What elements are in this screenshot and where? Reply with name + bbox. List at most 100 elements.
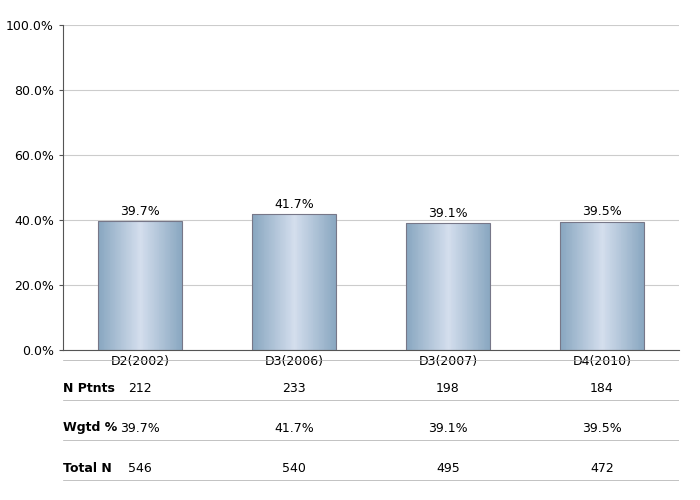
Bar [149,221,150,350]
Bar [164,221,165,350]
Text: Wgtd %: Wgtd % [63,422,118,434]
Bar [466,223,467,350]
Bar [487,223,488,350]
Bar [612,222,613,350]
Bar [259,214,260,350]
Bar [304,214,305,350]
Bar [144,221,145,350]
Bar [109,221,111,350]
Bar [325,214,326,350]
Bar [425,223,426,350]
Bar [607,222,608,350]
Bar [117,221,118,350]
Bar [334,214,335,350]
Bar [642,222,643,350]
Bar [448,223,449,350]
Bar [637,222,638,350]
Bar [586,222,587,350]
Bar [100,221,101,350]
Bar [619,222,620,350]
Bar [159,221,160,350]
Bar [174,221,175,350]
Bar [563,222,564,350]
Bar [469,223,470,350]
Bar [335,214,337,350]
Bar [578,222,579,350]
Bar [561,222,562,350]
Bar [141,221,143,350]
Bar [640,222,641,350]
Bar [470,223,471,350]
Bar [302,214,303,350]
Bar [288,214,289,350]
Bar [318,214,319,350]
Bar [145,221,146,350]
Bar [439,223,440,350]
Bar [140,221,141,350]
Bar [261,214,262,350]
Bar [483,223,484,350]
Bar [147,221,148,350]
Bar [102,221,103,350]
Bar [277,214,278,350]
Bar [101,221,102,350]
Text: 39.5%: 39.5% [582,422,622,434]
Bar [424,223,425,350]
Text: 212: 212 [128,382,152,394]
Bar [436,223,437,350]
Bar [464,223,465,350]
Bar [580,222,581,350]
Bar [321,214,322,350]
Bar [265,214,266,350]
Bar [598,222,599,350]
Bar [155,221,156,350]
Bar [621,222,622,350]
Bar [614,222,615,350]
Bar [273,214,274,350]
Bar [560,222,561,350]
Bar [421,223,423,350]
Bar [599,222,601,350]
Bar [253,214,254,350]
Bar [112,221,113,350]
Bar [597,222,598,350]
Bar [605,222,606,350]
Bar [427,223,428,350]
Bar [136,221,137,350]
Bar [310,214,311,350]
Bar [458,223,459,350]
Bar [608,222,609,350]
Bar [441,223,442,350]
Bar [287,214,288,350]
Bar [443,223,444,350]
Bar [615,222,617,350]
Bar [275,214,276,350]
Bar [289,214,290,350]
Bar [106,221,107,350]
Bar [412,223,413,350]
Bar [161,221,162,350]
Bar [416,223,417,350]
Bar [622,222,623,350]
Bar [590,222,591,350]
Bar [303,214,304,350]
Bar [156,221,157,350]
Bar [603,222,605,350]
Bar [417,223,419,350]
Bar [269,214,270,350]
Bar [333,214,334,350]
Text: 41.7%: 41.7% [274,198,314,211]
Bar [316,214,317,350]
Bar [329,214,330,350]
Bar [593,222,594,350]
Bar [564,222,565,350]
Bar [252,214,336,350]
Bar [122,221,123,350]
Bar [456,223,457,350]
Bar [127,221,128,350]
Bar [121,221,122,350]
Bar [468,223,469,350]
Bar [595,222,596,350]
Bar [299,214,300,350]
Bar [624,222,625,350]
